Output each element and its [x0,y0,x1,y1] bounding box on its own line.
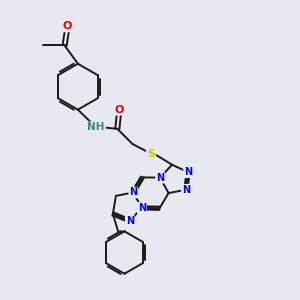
Text: S: S [147,148,155,158]
Text: NH: NH [87,122,105,132]
Text: N: N [156,172,164,183]
Text: O: O [63,21,72,31]
Text: N: N [126,216,134,226]
Text: N: N [138,203,146,213]
Text: O: O [115,105,124,115]
Text: N: N [182,185,190,195]
Text: N: N [138,203,146,213]
Text: N: N [129,188,137,197]
Text: N: N [184,167,192,177]
